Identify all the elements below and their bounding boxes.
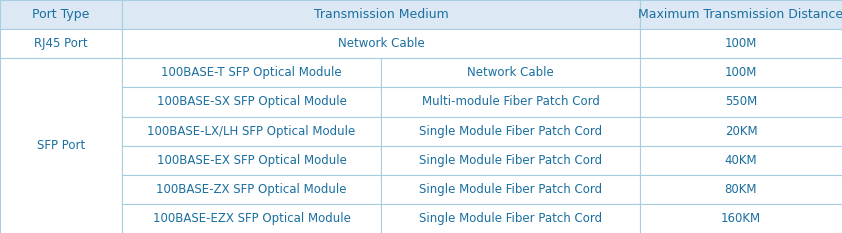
Text: Single Module Fiber Patch Cord: Single Module Fiber Patch Cord xyxy=(419,154,602,167)
Bar xyxy=(122,116,381,146)
Text: RJ45 Port: RJ45 Port xyxy=(35,37,88,50)
Text: 100BASE-LX/LH SFP Optical Module: 100BASE-LX/LH SFP Optical Module xyxy=(147,125,355,137)
Bar xyxy=(381,204,640,233)
Bar xyxy=(381,175,640,204)
Bar xyxy=(640,0,842,29)
Bar xyxy=(0,58,122,233)
Bar xyxy=(640,175,842,204)
Bar xyxy=(122,204,381,233)
Bar xyxy=(640,204,842,233)
Bar xyxy=(122,0,640,29)
Text: 80KM: 80KM xyxy=(725,183,757,196)
Bar xyxy=(0,29,122,58)
Text: Network Cable: Network Cable xyxy=(338,37,424,50)
Text: 100M: 100M xyxy=(725,37,757,50)
Bar xyxy=(122,175,381,204)
Text: 100BASE-EX SFP Optical Module: 100BASE-EX SFP Optical Module xyxy=(157,154,347,167)
Text: Network Cable: Network Cable xyxy=(467,66,554,79)
Bar xyxy=(381,87,640,116)
Text: 100BASE-T SFP Optical Module: 100BASE-T SFP Optical Module xyxy=(161,66,342,79)
Text: 100M: 100M xyxy=(725,66,757,79)
Text: SFP Port: SFP Port xyxy=(37,139,85,152)
Bar xyxy=(640,29,842,58)
Text: Multi-module Fiber Patch Cord: Multi-module Fiber Patch Cord xyxy=(422,96,600,108)
Text: 100BASE-EZX SFP Optical Module: 100BASE-EZX SFP Optical Module xyxy=(152,212,350,225)
Text: 40KM: 40KM xyxy=(725,154,757,167)
Bar xyxy=(640,146,842,175)
Bar xyxy=(122,146,381,175)
Text: 100BASE-SX SFP Optical Module: 100BASE-SX SFP Optical Module xyxy=(157,96,347,108)
Bar xyxy=(122,29,640,58)
Bar xyxy=(640,87,842,116)
Bar xyxy=(640,58,842,87)
Text: Single Module Fiber Patch Cord: Single Module Fiber Patch Cord xyxy=(419,125,602,137)
Bar xyxy=(122,58,381,87)
Text: Single Module Fiber Patch Cord: Single Module Fiber Patch Cord xyxy=(419,183,602,196)
Text: Maximum Transmission Distance: Maximum Transmission Distance xyxy=(638,8,842,21)
Bar xyxy=(0,0,122,29)
Text: Single Module Fiber Patch Cord: Single Module Fiber Patch Cord xyxy=(419,212,602,225)
Bar xyxy=(381,58,640,87)
Text: Port Type: Port Type xyxy=(32,8,90,21)
Bar xyxy=(381,116,640,146)
Text: 20KM: 20KM xyxy=(725,125,757,137)
Bar xyxy=(122,87,381,116)
Text: 550M: 550M xyxy=(725,96,757,108)
Bar xyxy=(640,116,842,146)
Text: 160KM: 160KM xyxy=(721,212,761,225)
Bar xyxy=(381,146,640,175)
Text: Transmission Medium: Transmission Medium xyxy=(313,8,449,21)
Text: 100BASE-ZX SFP Optical Module: 100BASE-ZX SFP Optical Module xyxy=(157,183,347,196)
